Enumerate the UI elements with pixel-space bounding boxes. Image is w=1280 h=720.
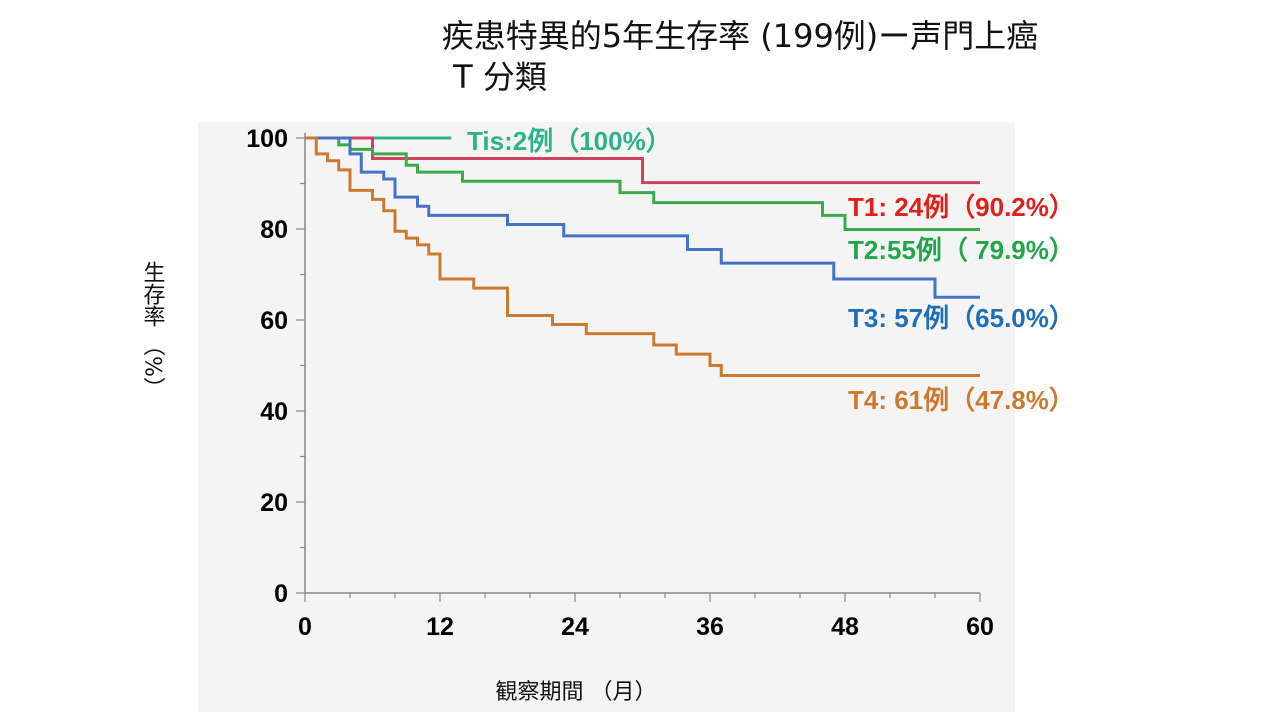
y-tick-label: 80 xyxy=(260,216,288,244)
y-tick-label: 0 xyxy=(274,580,288,608)
x-tick-label: 48 xyxy=(831,613,859,641)
series-labels: Tis:2例（100%） T1: 24例（90.2%） T2:55例（ 79.9%）… xyxy=(467,126,1075,415)
series-label: Tis:2例（100%） xyxy=(467,126,672,156)
x-axis-title: 観察期間 （月） xyxy=(496,680,657,705)
y-tick-label: 60 xyxy=(260,307,288,335)
series-label: T4: 61例（47.8%） xyxy=(848,385,1075,415)
y-tick-label: 100 xyxy=(246,125,288,153)
axes: 0 12 24 36 48 60 0 20 40 60 80 100 xyxy=(246,125,994,641)
x-tick-label: 0 xyxy=(298,613,312,641)
series-label: T3: 57例（65.0%） xyxy=(848,303,1075,333)
chart-title-line2: T 分類 xyxy=(453,58,547,96)
x-tick-label: 24 xyxy=(561,613,589,641)
survival-curve xyxy=(305,136,980,378)
series-label: T1: 24例（90.2%） xyxy=(848,192,1075,222)
x-tick-label: 12 xyxy=(426,613,454,641)
x-tick-label: 60 xyxy=(966,613,994,641)
chart-title-line1: 疾患特異的5年生存率 (199例)ー声門上癌 xyxy=(441,17,1039,55)
series-label: T2:55例（ 79.9%） xyxy=(848,235,1075,265)
plot-background xyxy=(198,122,1015,712)
y-axis-title: 生存率 （%） xyxy=(140,261,166,399)
y-tick-label: 40 xyxy=(260,398,288,426)
survival-curve xyxy=(305,136,980,185)
survival-curves xyxy=(305,136,980,378)
y-tick-label: 20 xyxy=(260,489,288,517)
x-tick-label: 36 xyxy=(696,613,724,641)
survival-curve xyxy=(305,136,980,299)
